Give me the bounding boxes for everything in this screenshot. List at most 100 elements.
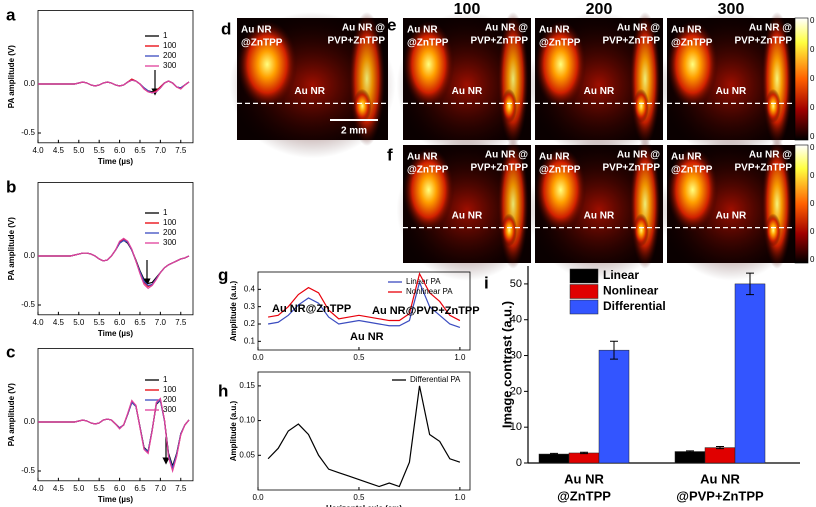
x-tick-label: 5.5	[94, 146, 106, 155]
x-tick-label: 4.0	[32, 318, 44, 327]
image-label: Au NR @	[617, 23, 660, 34]
bar	[538, 453, 570, 464]
x-tick-label: 6.0	[114, 484, 126, 493]
x-tick-label: 4.5	[53, 146, 65, 155]
x-axis-label: Time (µs)	[98, 157, 133, 166]
image-label: PVP+ZnTPP	[734, 36, 792, 47]
image-label: Au NR	[294, 86, 325, 97]
image-label: @ZnTPP	[241, 38, 283, 49]
panel-label: g	[218, 265, 228, 284]
bar	[734, 283, 766, 464]
panel-label: i	[484, 273, 489, 292]
legend-swatch	[569, 284, 599, 299]
legend-label: Nonlinear	[603, 284, 659, 298]
image-label: Au NR @	[485, 150, 528, 161]
y-tick-label: 0.05	[239, 450, 255, 459]
y-tick-label: 30	[510, 349, 522, 361]
legend-label: 300	[163, 238, 177, 247]
annotation: Au NR@PVP+ZnTPP	[372, 305, 480, 317]
plot-frame	[37, 348, 194, 482]
x-tick-label: @PVP+ZnTPP	[676, 488, 764, 503]
bar	[568, 452, 600, 464]
y-tick-label: -0.5	[21, 300, 35, 309]
y-tick-label: 0	[516, 457, 522, 469]
x-tick-label: 5.0	[73, 146, 85, 155]
legend-label: 1	[163, 375, 168, 384]
y-tick-label: 50	[510, 278, 522, 290]
y-tick-label: 0.10	[239, 416, 255, 425]
x-tick-label: 4.0	[32, 146, 44, 155]
error-bar	[550, 452, 558, 456]
image-label: Au NR	[241, 25, 272, 36]
image-label: PVP+ZnTPP	[470, 36, 528, 47]
image-hotspot	[667, 20, 719, 109]
image-hotspot	[403, 147, 455, 233]
error-bar	[580, 451, 588, 455]
panel-label: e	[387, 15, 396, 34]
x-tick-label: 4.0	[32, 484, 44, 493]
image-hotspot	[237, 20, 298, 109]
plot-frame	[257, 371, 471, 491]
image-label: Au NR	[539, 25, 570, 36]
y-tick-label: 0.15	[239, 381, 255, 390]
image-hotspot	[765, 88, 781, 123]
error-bar	[746, 272, 754, 296]
legend-label: 1	[163, 31, 168, 40]
plot-frame	[37, 10, 194, 144]
y-tick-label: 0.0	[24, 417, 36, 426]
image-label: Au NR	[716, 210, 747, 221]
legend-swatch	[569, 299, 599, 315]
colorbar-tick-label: 0	[810, 255, 815, 264]
image-label: PVP+ZnTPP	[602, 36, 660, 47]
legend-label: 100	[163, 41, 177, 50]
image-label: Au NR @	[617, 150, 660, 161]
image-label: Au NR	[584, 210, 615, 221]
colorbar-tick-label: 0	[810, 132, 815, 141]
panel-label: f	[387, 145, 393, 164]
image-label: Au NR	[539, 152, 570, 163]
legend-label: 300	[163, 405, 177, 414]
y-tick-label: 0.2	[244, 319, 256, 328]
image-hotspot	[501, 88, 517, 123]
series-line	[38, 397, 190, 474]
bar	[704, 447, 736, 464]
image-label: @ZnTPP	[671, 165, 713, 176]
legend-label: Linear	[603, 268, 639, 282]
x-tick-label: 5.0	[73, 318, 85, 327]
image-label: Au NR	[716, 86, 747, 97]
y-tick-label: 40	[510, 314, 522, 326]
image-label: PVP+ZnTPP	[470, 163, 528, 174]
x-tick-label: Au NR	[564, 471, 604, 486]
bar	[674, 451, 706, 464]
panel-label: c	[6, 342, 15, 361]
y-axis-label: Amplitude (a.u.)	[229, 400, 238, 461]
legend-label: 100	[163, 385, 177, 394]
colorbar-tick-label: 0	[810, 171, 815, 180]
x-tick-label: 7.5	[175, 146, 187, 155]
y-axis-label: PA amplitude (V)	[7, 383, 16, 446]
image-hotspot	[633, 88, 649, 123]
image-label: Au NR	[452, 86, 483, 97]
y-tick-label: 0.1	[244, 336, 256, 345]
colorbar-tick-label: 0	[810, 16, 815, 25]
y-axis-label: PA amplitude (V)	[7, 45, 16, 108]
image-label: Au NR @	[749, 150, 792, 161]
x-tick-label: 7.0	[155, 318, 167, 327]
x-tick-label: 6.5	[134, 318, 146, 327]
image-label: Au NR	[407, 152, 438, 163]
x-tick-label: 0.5	[353, 493, 365, 502]
x-tick-label: 7.5	[175, 484, 187, 493]
image-label: @ZnTPP	[539, 38, 581, 49]
legend-label: Nonlinear PA	[406, 287, 453, 296]
y-tick-label: 10	[510, 421, 522, 433]
y-tick-label: 0.4	[244, 284, 256, 293]
x-tick-label: 4.5	[53, 318, 65, 327]
image-hotspot	[353, 88, 372, 123]
plot-frame	[257, 271, 471, 351]
x-tick-label: 5.5	[94, 318, 106, 327]
x-tick-label: 1.0	[454, 353, 466, 362]
series-line	[267, 280, 461, 329]
y-tick-label: 0.0	[24, 79, 36, 88]
y-axis-label: Amplitude (a.u.)	[229, 280, 238, 341]
y-tick-label: 0.3	[244, 302, 256, 311]
